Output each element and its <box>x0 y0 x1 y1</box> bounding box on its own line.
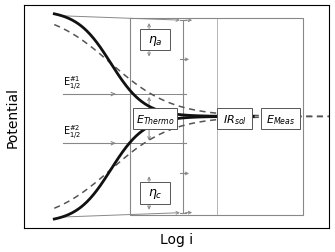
Text: $E_{Thermo}$: $E_{Thermo}$ <box>136 112 175 126</box>
FancyBboxPatch shape <box>140 183 171 204</box>
Text: E$_{1/2}^{\#1}$: E$_{1/2}^{\#1}$ <box>63 74 82 92</box>
Y-axis label: Potential: Potential <box>6 87 19 147</box>
Text: $\eta_c$: $\eta_c$ <box>148 186 162 200</box>
X-axis label: Log i: Log i <box>160 233 193 246</box>
Text: $E_{Meas}$: $E_{Meas}$ <box>266 112 295 126</box>
Text: $IR_{sol}$: $IR_{sol}$ <box>223 112 247 126</box>
Text: $\eta_a$: $\eta_a$ <box>148 34 162 48</box>
Text: E$_{1/2}^{\#2}$: E$_{1/2}^{\#2}$ <box>63 123 82 141</box>
FancyBboxPatch shape <box>133 109 177 130</box>
FancyBboxPatch shape <box>261 109 299 130</box>
FancyBboxPatch shape <box>217 109 252 130</box>
FancyBboxPatch shape <box>140 30 171 51</box>
